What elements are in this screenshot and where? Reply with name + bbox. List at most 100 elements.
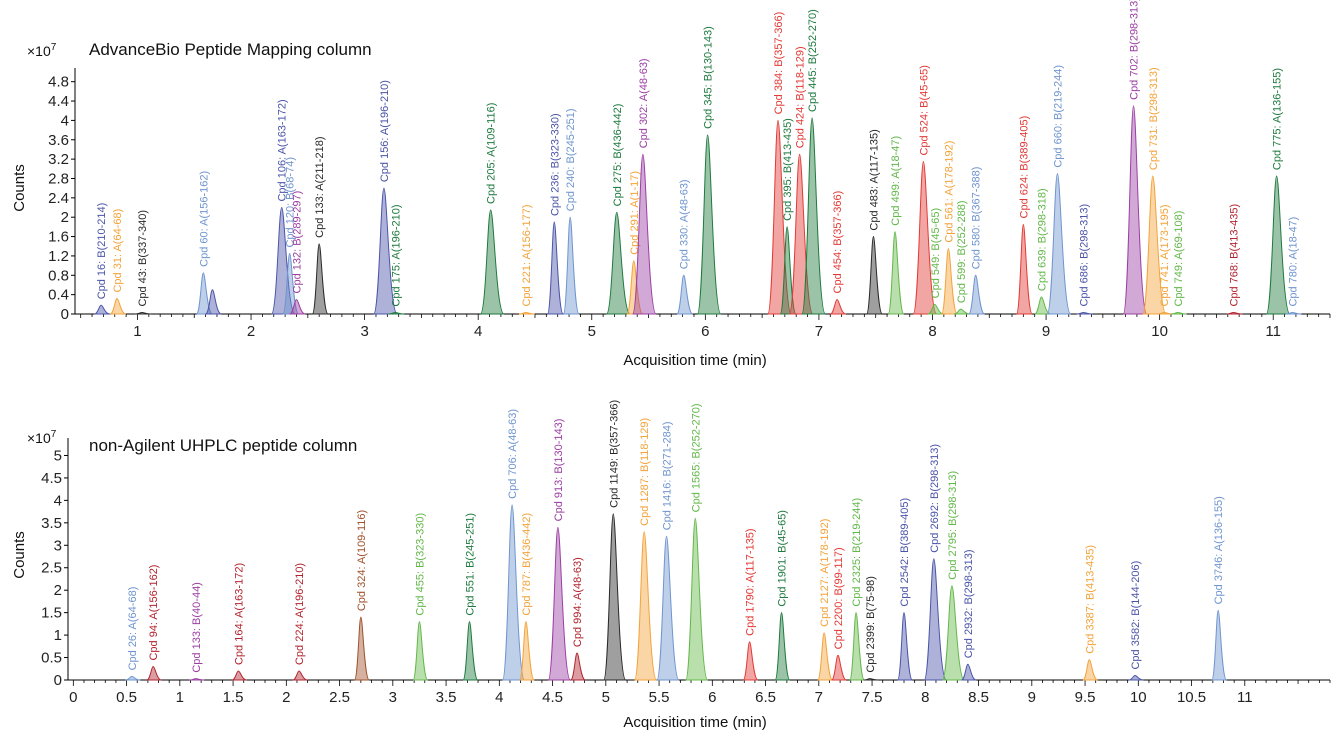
top-x-tick-label: 8 xyxy=(928,323,936,340)
peak xyxy=(685,517,709,681)
bottom-y-tick-label: 4 xyxy=(54,492,62,509)
peak-label: Cpd 384: B(357-366) xyxy=(773,12,785,115)
peak xyxy=(311,243,329,315)
peak xyxy=(547,526,571,681)
top-y-tick-label: 0 xyxy=(61,306,69,323)
top-y-tick-label: 2.8 xyxy=(48,170,69,187)
bottom-x-tick-label: 0 xyxy=(69,689,77,706)
peak xyxy=(927,303,944,315)
top-x-tick-label: 11 xyxy=(1265,323,1281,340)
peak xyxy=(1157,312,1174,315)
peak-label: Cpd 706: A(48-63) xyxy=(507,409,519,499)
bottom-x-tick-label: 2 xyxy=(282,689,290,706)
peak xyxy=(953,308,970,315)
bottom-y-tick-label: 0 xyxy=(54,672,62,689)
bottom-x-tick-label: 5 xyxy=(602,689,610,706)
peak xyxy=(519,312,535,315)
peak xyxy=(1122,105,1148,315)
peak-label: Cpd 686: B(298-313) xyxy=(1079,204,1091,307)
bottom-y-tick-label: 5 xyxy=(54,447,62,464)
peak-label: Cpd 16: B(210-214) xyxy=(96,203,108,300)
peak-label: Cpd 1287: B(118-129) xyxy=(639,418,651,526)
top-y-tick-label: 0.4 xyxy=(48,287,69,304)
peak-label: Cpd 741: A(173-195) xyxy=(1159,204,1171,306)
peak-label: Cpd 330: A(48-63) xyxy=(679,179,691,269)
bottom-x-tick-label: 2.5 xyxy=(329,689,350,706)
peak-label: Cpd 2325: B(219-244) xyxy=(851,498,863,607)
bottom-y-tick-label: 2.5 xyxy=(41,560,62,577)
peak xyxy=(1265,175,1291,315)
peak xyxy=(502,504,526,681)
peak xyxy=(634,531,658,681)
peak xyxy=(570,652,586,681)
bottom-x-axis-title: Acquisition time (min) xyxy=(623,714,766,731)
bottom-x-tick-label: 4 xyxy=(495,689,503,706)
peak-label: Cpd 424: B(118-129) xyxy=(795,46,807,148)
peak-label: Cpd 549: B(45-65) xyxy=(930,208,942,299)
peak xyxy=(676,274,694,315)
peak-label: Cpd 2127: A(178-192) xyxy=(819,519,831,627)
peak-label: Cpd 324: A(109-116) xyxy=(356,510,368,611)
bottom-x-tick-label: 3 xyxy=(389,689,397,706)
peak-label: Cpd 43: B(337-340) xyxy=(137,210,149,307)
peak xyxy=(94,304,111,315)
peak-label: Cpd 561: A(178-192) xyxy=(943,141,955,243)
top-y-scale-label: ×107 xyxy=(27,42,57,59)
bottom-x-tick-label: 7 xyxy=(815,689,823,706)
peak xyxy=(462,621,479,681)
bottom-y-tick-label: 4.5 xyxy=(41,470,62,487)
peak xyxy=(1170,312,1187,315)
peak xyxy=(887,231,905,315)
bottom-x-tick-label: 1.5 xyxy=(223,689,244,706)
peak-label: Cpd 524: B(45-65) xyxy=(918,65,930,156)
peak-label: Cpd 345: B(130-143) xyxy=(703,26,715,129)
peak xyxy=(923,558,947,681)
peak-label: Cpd 2692: B(298-313) xyxy=(929,444,941,553)
peak xyxy=(125,675,141,681)
top-y-tick-label: 4.8 xyxy=(48,74,69,91)
peak-label: Cpd 60: A(156-162) xyxy=(198,171,210,267)
peak xyxy=(1226,312,1243,315)
peak xyxy=(388,312,405,315)
top-x-tick-label: 9 xyxy=(1042,323,1050,340)
top-chromatogram-panel: ×107 AdvanceBio Peptide Mapping column C… xyxy=(11,0,1331,369)
top-x-tick-label: 4 xyxy=(474,323,482,340)
peak xyxy=(774,612,791,681)
peak xyxy=(196,272,213,315)
peak-label: Cpd 483: A(117-135) xyxy=(868,129,880,230)
bottom-x-tick-label: 9 xyxy=(1028,689,1036,706)
peak-label: Cpd 994: A(48-63) xyxy=(572,557,584,647)
peak-label: Cpd 2795: B(298-313) xyxy=(947,471,959,580)
peak-label: Cpd 133: A(211-218) xyxy=(314,137,326,238)
bottom-x-tick-label: 8 xyxy=(921,689,929,706)
peak-label: Cpd 236: B(323-330) xyxy=(549,113,561,216)
peak-label: Cpd 775: A(136-155) xyxy=(1272,68,1284,170)
peak-label: Cpd 731: B(298-313) xyxy=(1148,67,1160,170)
peak-label: Cpd 3387: B(413-435) xyxy=(1084,545,1096,654)
peak xyxy=(830,298,847,315)
bottom-y-tick-label: 3 xyxy=(54,537,62,554)
peak xyxy=(1211,609,1227,681)
peak xyxy=(479,209,505,315)
peak xyxy=(562,216,580,315)
peak-label: Cpd 221: A(156-177) xyxy=(521,204,533,306)
peak xyxy=(1142,175,1167,315)
bottom-y-axis-title: Counts xyxy=(11,531,28,579)
peak-label: Cpd 580: B(367-388) xyxy=(971,167,983,270)
peak xyxy=(189,678,205,681)
top-y-tick-label: 1.2 xyxy=(48,248,69,265)
peak xyxy=(135,312,151,315)
peak-label: Cpd 133: B(40-44) xyxy=(191,582,203,673)
top-x-tick-label: 10 xyxy=(1151,323,1168,340)
bottom-y-tick-label: 1 xyxy=(54,627,62,644)
peak-label: Cpd 1149: B(357-366) xyxy=(608,400,620,508)
peak-label: Cpd 639: B(298-318) xyxy=(1037,188,1049,291)
peak xyxy=(271,207,296,315)
peak xyxy=(779,226,797,315)
bottom-x-tick-label: 10 xyxy=(1130,689,1147,706)
peak xyxy=(656,535,680,681)
peak-label: Cpd 551: B(245-251) xyxy=(464,513,476,616)
peak-label: Cpd 3582: B(144-206) xyxy=(1130,561,1142,670)
peak-label: Cpd 455: B(323-330) xyxy=(414,513,426,616)
peak-label: Cpd 275: B(436-442) xyxy=(612,104,624,207)
